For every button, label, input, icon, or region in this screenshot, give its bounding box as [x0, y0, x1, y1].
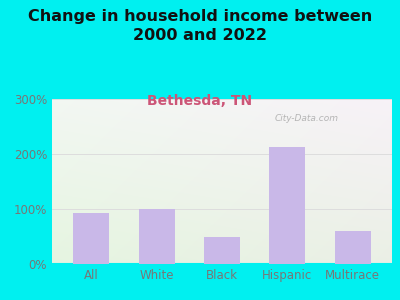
Text: City-Data.com: City-Data.com — [275, 114, 339, 123]
Bar — [139, 209, 174, 264]
Text: Bethesda, TN: Bethesda, TN — [148, 94, 252, 109]
Bar — [270, 147, 305, 264]
Bar — [73, 213, 109, 264]
Bar — [335, 231, 371, 264]
Bar — [204, 236, 240, 264]
Text: Change in household income between
2000 and 2022: Change in household income between 2000 … — [28, 9, 372, 43]
